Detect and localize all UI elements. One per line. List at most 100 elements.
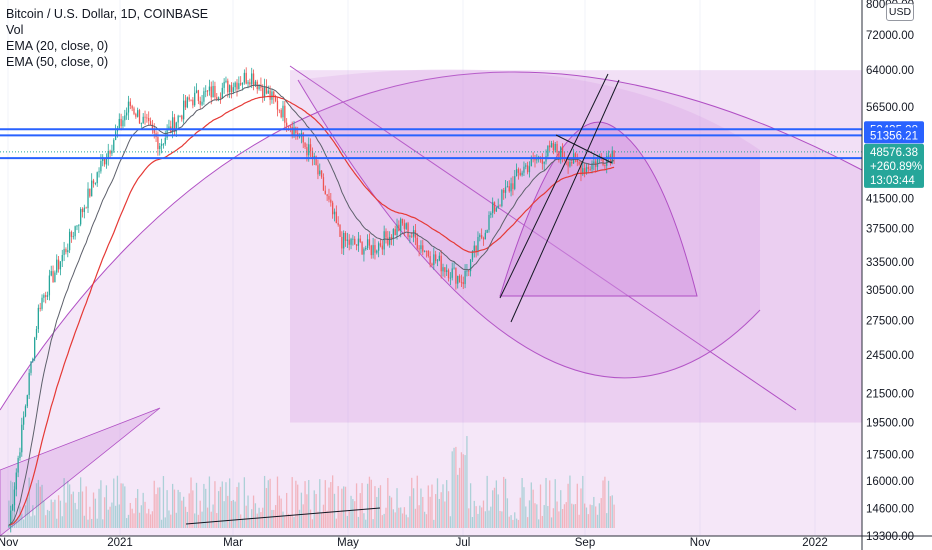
- candle-body: [409, 235, 411, 237]
- volume-bar: [19, 506, 21, 528]
- horizontal-levels: [0, 128, 862, 160]
- candle-body: [241, 82, 244, 85]
- legend-ema-50[interactable]: EMA (50, close, 0): [6, 55, 109, 69]
- volume-bar: [547, 506, 549, 528]
- candle-body: [291, 127, 293, 135]
- candle-body: [122, 120, 124, 127]
- volume-bar: [144, 501, 146, 528]
- price-tick-label: 27500.00: [866, 316, 914, 328]
- volume-bar: [446, 480, 448, 528]
- candle-body: [363, 249, 365, 255]
- currency-badge[interactable]: USD: [886, 3, 914, 21]
- candle-body: [17, 458, 19, 473]
- candle-body: [262, 87, 264, 98]
- volume-bar: [335, 518, 337, 528]
- candle-body: [464, 270, 466, 285]
- candle-body: [284, 105, 286, 123]
- price-change-label: +260.89%: [870, 161, 922, 173]
- volume-bar: [238, 482, 240, 528]
- volume-bar: [297, 484, 299, 528]
- volume-bar: [240, 514, 242, 528]
- candle-body: [133, 108, 135, 114]
- volume-bar: [521, 478, 523, 528]
- candle-body: [335, 211, 337, 224]
- candle-body: [102, 158, 104, 161]
- candle-body: [46, 295, 49, 297]
- candle-body: [98, 171, 100, 173]
- volume-bar: [431, 484, 433, 528]
- volume-bar: [232, 499, 234, 528]
- candle-body: [81, 208, 84, 213]
- volume-bar: [337, 486, 339, 528]
- volume-bar: [366, 483, 369, 528]
- volume-bar: [304, 481, 306, 528]
- price-tick-label: 41500.00: [866, 194, 914, 206]
- volume-bar: [10, 480, 12, 528]
- volume-bar: [394, 512, 396, 528]
- volume-bar: [46, 509, 49, 528]
- price-tick-label: 24500.00: [866, 350, 914, 362]
- volume-bar: [210, 511, 212, 528]
- volume-bar: [519, 497, 521, 528]
- volume-bar: [83, 515, 85, 528]
- volume-bar: [153, 480, 155, 528]
- candle-body: [523, 166, 525, 173]
- candle-body: [195, 90, 198, 93]
- volume-bar: [256, 513, 258, 528]
- volume-bar: [308, 479, 310, 528]
- volume-bar: [352, 499, 354, 528]
- candle-body: [530, 157, 532, 167]
- volume-bar: [412, 488, 415, 528]
- candle-body: [124, 115, 126, 121]
- legend-ema-20[interactable]: EMA (20, close, 0): [6, 39, 109, 53]
- candle-body: [320, 170, 323, 178]
- candle-body: [503, 190, 505, 193]
- candle-body: [473, 245, 475, 251]
- volume-bar: [160, 519, 163, 528]
- candle-body: [407, 223, 409, 237]
- candle-body: [129, 101, 131, 106]
- price-tick-label: 30500.00: [866, 285, 914, 297]
- candle-body: [179, 115, 181, 117]
- volume-bar: [343, 486, 345, 528]
- volume-bar: [135, 498, 137, 528]
- candle-body: [420, 245, 422, 250]
- candle-body: [304, 142, 306, 148]
- candle-body: [385, 231, 387, 238]
- volume-bar: [451, 451, 453, 528]
- volume-bar: [543, 505, 545, 528]
- volume-bar: [357, 516, 360, 528]
- candle-body: [76, 225, 78, 227]
- candle-body: [254, 81, 257, 86]
- candle-body: [366, 239, 369, 248]
- candle-body: [22, 416, 25, 425]
- candle-body: [400, 218, 402, 231]
- candle-body: [560, 146, 562, 161]
- volume-bar: [109, 506, 111, 528]
- volume-bar: [510, 515, 512, 528]
- candle-body: [578, 162, 580, 165]
- volume-bar: [271, 509, 273, 528]
- candle-body: [377, 243, 380, 251]
- candle-body: [61, 255, 63, 262]
- candle-body: [501, 190, 503, 207]
- volume-bar: [311, 519, 314, 528]
- candle-body: [422, 245, 424, 252]
- candle-body: [249, 82, 251, 85]
- candle-body: [225, 80, 227, 82]
- volume-bar: [436, 478, 439, 528]
- volume-bar: [453, 447, 455, 528]
- volume-bar: [21, 513, 23, 528]
- symbol-title[interactable]: Bitcoin / U.S. Dollar, 1D, COINBASE: [6, 7, 209, 21]
- candle-body: [455, 267, 457, 284]
- volume-bar: [341, 488, 343, 528]
- volume-bar: [379, 485, 382, 528]
- volume-bar: [76, 509, 78, 528]
- volume-bar: [70, 494, 73, 528]
- candle-body: [252, 73, 255, 86]
- candle-body: [372, 245, 374, 256]
- legend-volume[interactable]: Vol: [6, 23, 24, 37]
- candle-body: [148, 118, 150, 122]
- volume-bar: [98, 488, 100, 528]
